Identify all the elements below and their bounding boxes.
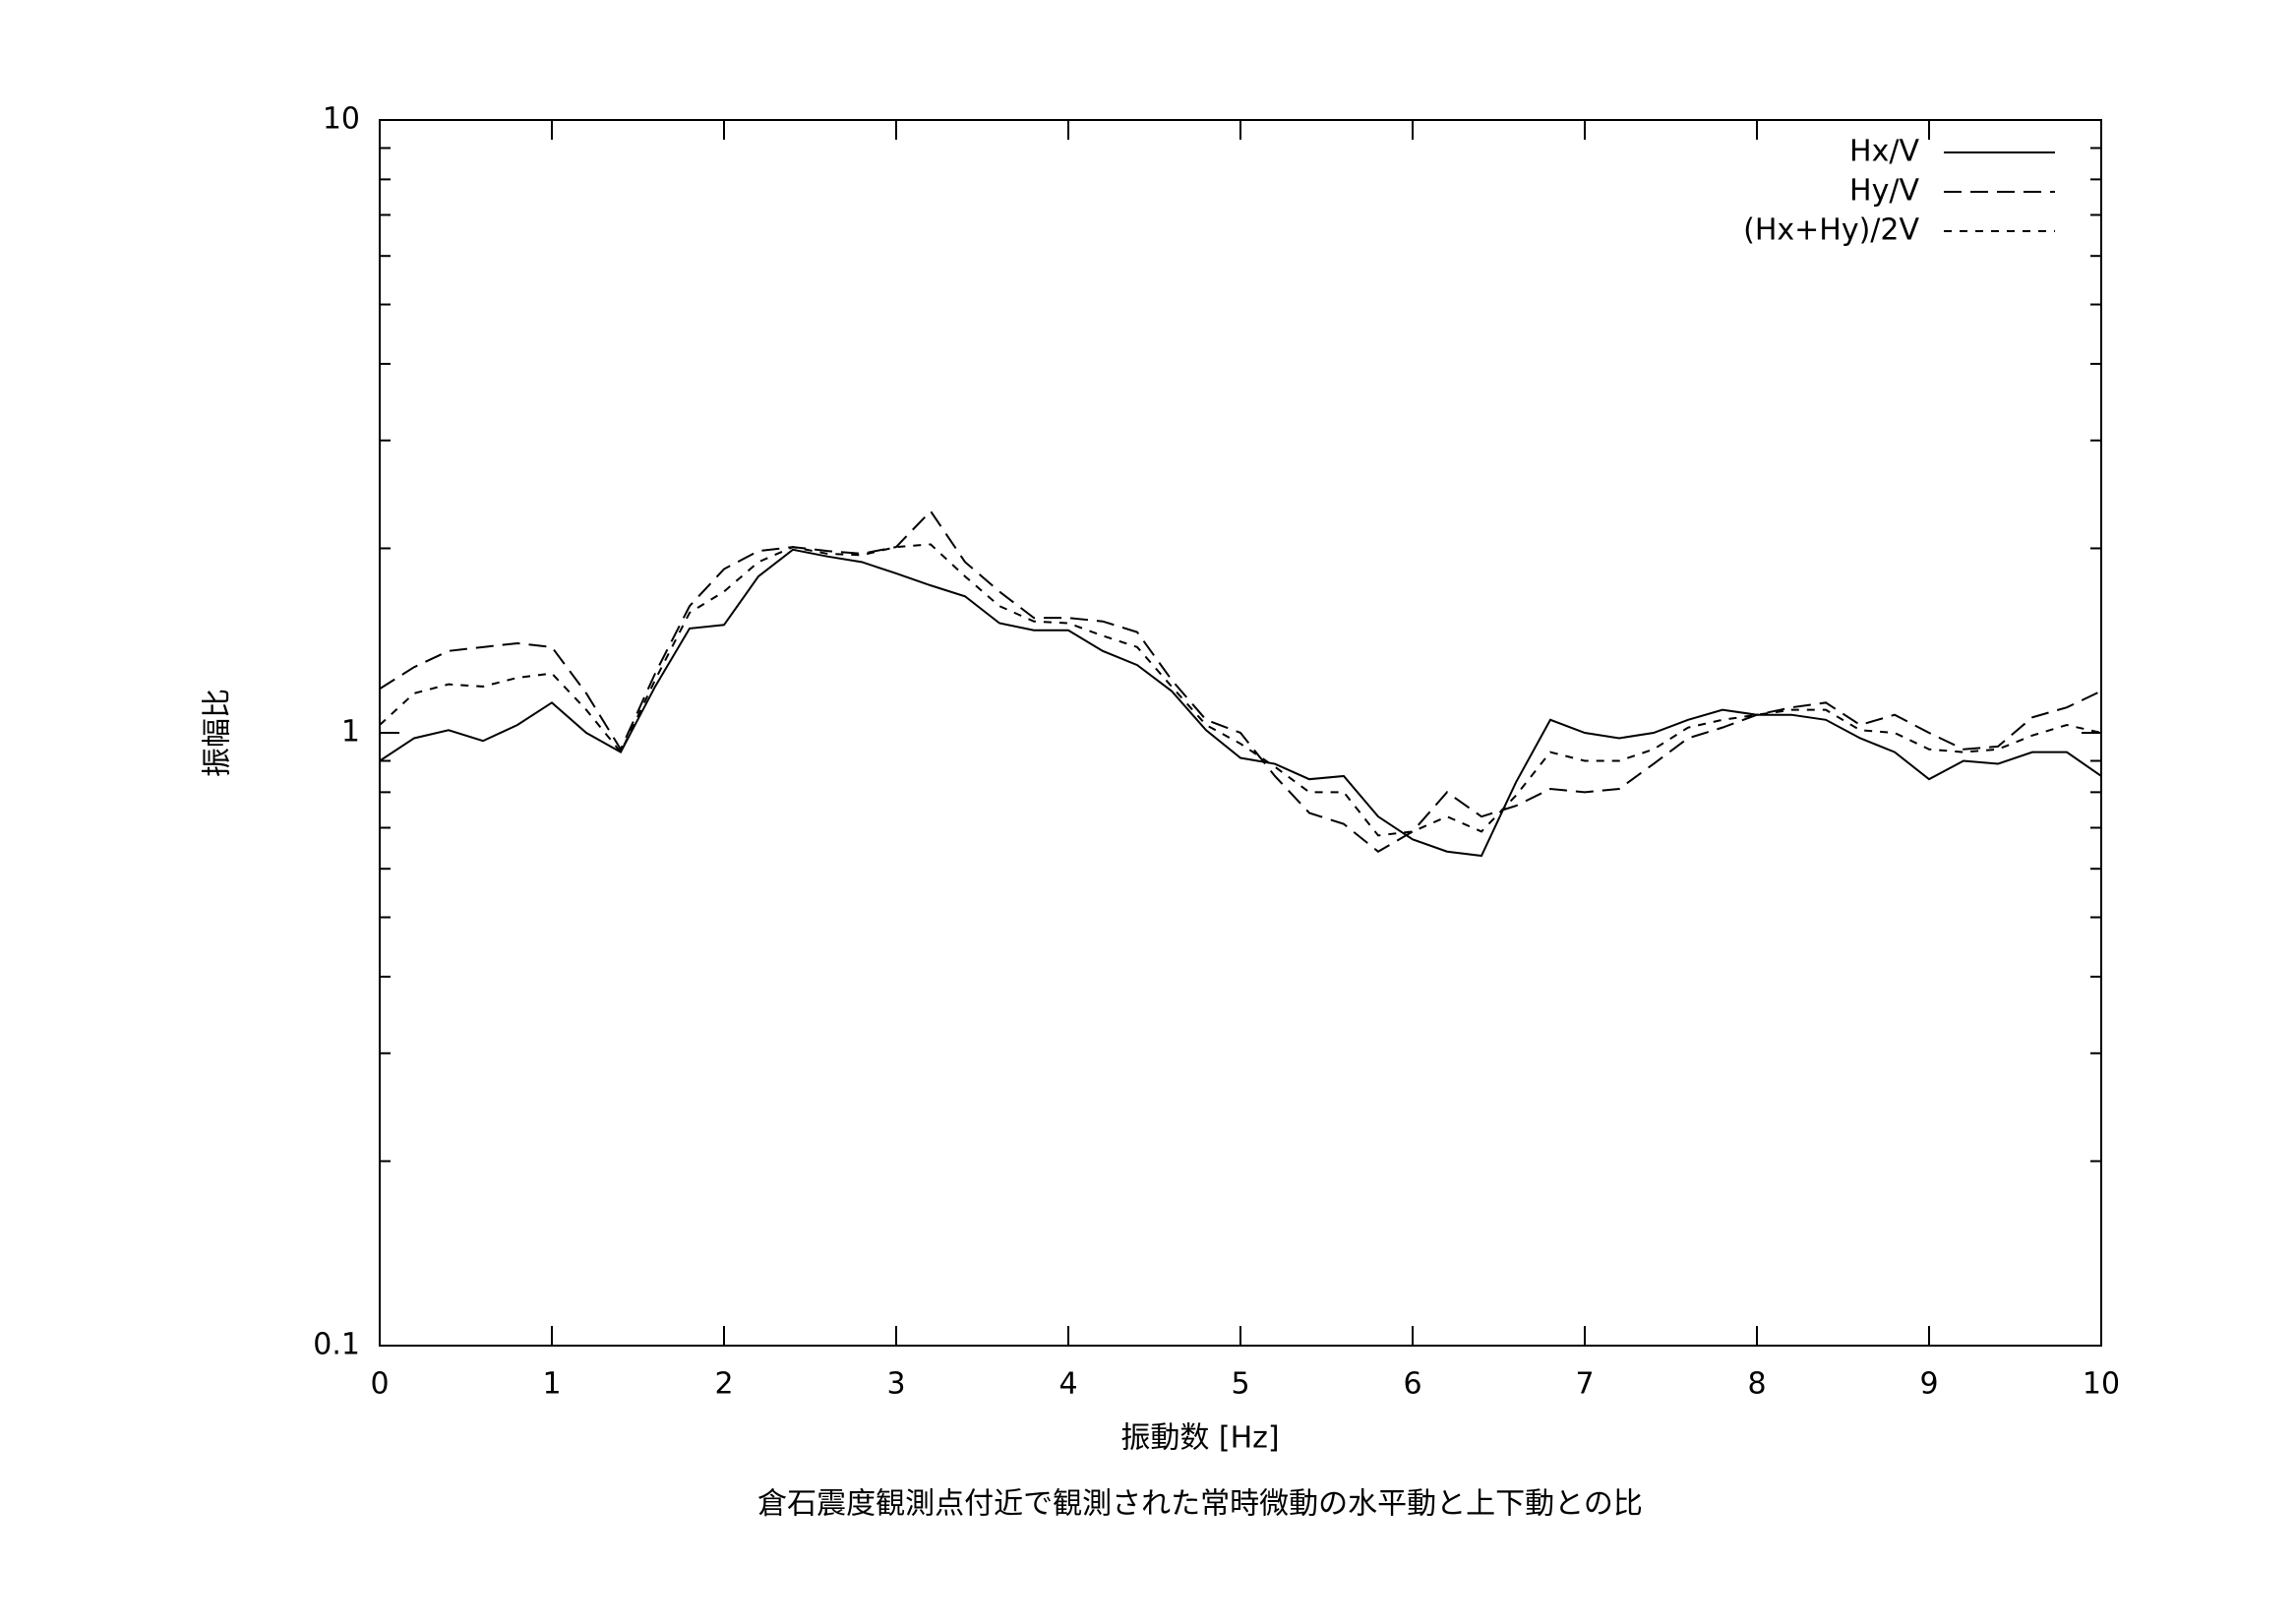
- legend-label: Hx/V: [1849, 135, 1919, 169]
- x-tick-label: 4: [1058, 1367, 1077, 1402]
- x-tick-label: 8: [1747, 1367, 1766, 1402]
- series-line: [379, 510, 2102, 853]
- x-tick-label: 5: [1231, 1367, 1249, 1402]
- x-axis-label: 振動数 [Hz]: [1120, 1421, 1279, 1456]
- x-tick-label: 7: [1575, 1367, 1594, 1402]
- x-tick-label: 10: [2083, 1367, 2120, 1402]
- chart-title: 倉石震度観測点付近で観測された常時微動の水平動と上下動との比: [757, 1487, 1643, 1522]
- x-tick-label: 3: [886, 1367, 905, 1402]
- y-tick-label: 0.1: [313, 1328, 360, 1362]
- series-line: [379, 548, 2102, 858]
- y-axis-label: 振幅比: [201, 689, 235, 777]
- x-tick-label: 9: [1919, 1367, 1938, 1402]
- x-tick-label: 1: [542, 1367, 561, 1402]
- x-tick-label: 2: [714, 1367, 733, 1402]
- legend-label: Hy/V: [1849, 174, 1919, 209]
- x-tick-label: 6: [1403, 1367, 1421, 1402]
- x-tick-label: 0: [370, 1367, 389, 1402]
- y-tick-label: 10: [323, 102, 360, 137]
- series-line: [379, 543, 2102, 837]
- legend-label: (Hx+Hy)/2V: [1743, 213, 1919, 248]
- y-tick-label: 1: [341, 715, 360, 750]
